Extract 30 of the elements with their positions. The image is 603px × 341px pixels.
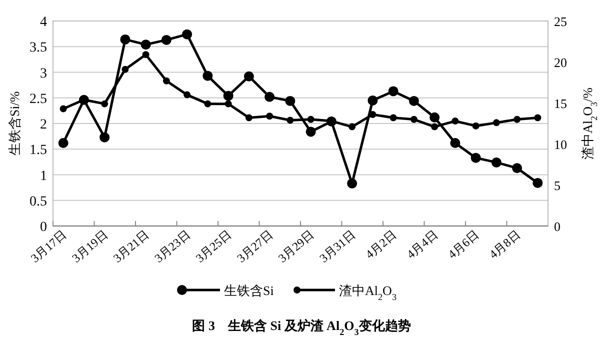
y-tick-label: 2 xyxy=(40,118,47,132)
legend-label: 生铁含Si xyxy=(224,283,274,298)
y-tick-label: 1 xyxy=(40,168,47,184)
x-tick-label: 3月29日 xyxy=(276,228,317,266)
y2-tick-label: 10 xyxy=(554,137,567,152)
y-tick-label: 0.5 xyxy=(30,194,47,210)
x-tick-label: 4月6日 xyxy=(445,228,482,262)
x-tick-label: 3月19日 xyxy=(69,228,110,266)
x-tick-label: 4月2日 xyxy=(362,228,400,262)
y-tick-label: 2.5 xyxy=(30,92,47,107)
y2-tick-label: 0 xyxy=(554,219,560,234)
x-tick-label: 3月21日 xyxy=(110,228,152,266)
y-tick-label: 1.5 xyxy=(30,143,47,158)
y-axis-title: 生铁含Si/% xyxy=(7,91,22,156)
x-tick-label: 3月31日 xyxy=(316,228,358,266)
x-tick-label: 4月4日 xyxy=(404,228,440,262)
y2-tick-label: 25 xyxy=(554,14,567,29)
x-tick-label: 3月23日 xyxy=(152,228,193,266)
y2-tick-label: 5 xyxy=(554,178,560,193)
y-tick-label: 0 xyxy=(40,220,47,235)
y2-tick-label: 15 xyxy=(554,96,567,111)
y-tick-label: 4 xyxy=(40,15,47,30)
y2-tick-label: 20 xyxy=(554,55,567,70)
x-tick-label: 4月8日 xyxy=(486,228,523,262)
legend-label: 渣中Al$_{2}$O$_{3}$ xyxy=(339,283,397,302)
y-tick-label: 3.5 xyxy=(30,40,47,56)
y-tick-label: 3 xyxy=(40,66,47,82)
x-tick-label: 3月27日 xyxy=(234,228,276,266)
text: 图 3 生铁含 Si 及炉渣 Al$_{2}$O$_{3}$变化趋势 xyxy=(192,318,411,337)
x-tick-label: 3月25日 xyxy=(193,228,234,266)
